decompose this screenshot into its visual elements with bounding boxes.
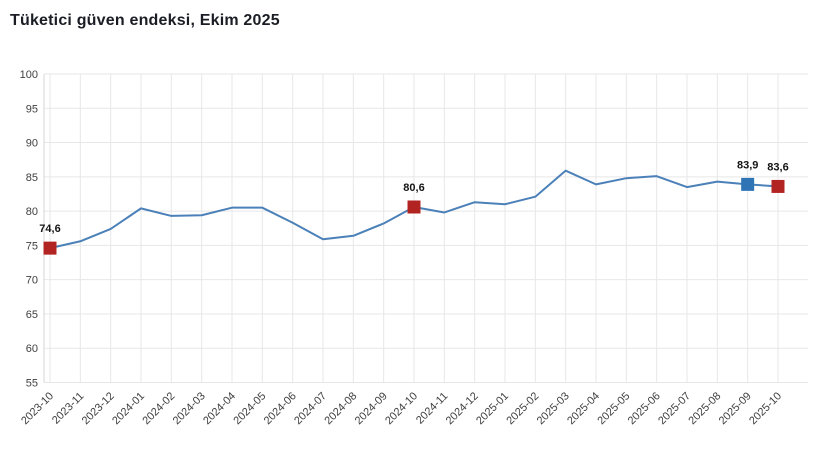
y-axis-tick-label: 60 [26, 343, 38, 355]
x-axis-tick-label: 2025-01 [474, 390, 511, 427]
x-axis-tick-label: 2024-06 [262, 390, 299, 427]
x-axis-tick-label: 2024-07 [292, 390, 329, 427]
x-axis-tick-label: 2024-04 [201, 390, 238, 427]
x-axis-tick-label: 2025-03 [535, 390, 572, 427]
data-point-label: 80,6 [403, 182, 424, 194]
y-axis-tick-label: 95 [26, 103, 38, 115]
y-axis-tick-label: 90 [26, 138, 38, 150]
x-axis-tick-label: 2024-02 [140, 390, 177, 427]
x-axis-tick-label: 2024-10 [383, 390, 420, 427]
data-point-marker[interactable] [741, 177, 755, 191]
data-point-marker[interactable] [43, 241, 57, 255]
x-axis-tick-label: 2024-03 [171, 390, 208, 427]
x-axis-tick-label: 2025-05 [595, 390, 632, 427]
x-axis-tick-label: 2024-01 [110, 390, 147, 427]
x-axis-tick-label: 2025-08 [686, 390, 723, 427]
x-axis-tick-label: 2025-06 [626, 390, 663, 427]
data-point-label: 74,6 [39, 223, 60, 235]
data-point-marker[interactable] [407, 200, 421, 214]
y-axis-tick-label: 85 [26, 172, 38, 184]
x-axis-tick-label: 2024-09 [353, 390, 390, 427]
chart-title: Tüketici güven endeksi, Ekim 2025 [10, 12, 280, 29]
data-point-label: 83,9 [737, 159, 758, 171]
x-axis-tick-label: 2024-08 [322, 390, 359, 427]
x-axis-tick-label: 2025-04 [565, 390, 602, 427]
y-axis-tick-label: 55 [26, 378, 38, 390]
data-point-label: 83,6 [767, 161, 788, 173]
y-axis-tick-label: 100 [20, 69, 38, 81]
y-axis-tick-label: 80 [26, 206, 38, 218]
x-axis-tick-label: 2024-05 [231, 390, 268, 427]
x-axis-tick-label: 2024-12 [444, 390, 481, 427]
x-axis-tick-label: 2025-02 [504, 390, 541, 427]
x-axis-tick-label: 2023-10 [19, 390, 56, 427]
x-axis-tick-label: 2025-10 [747, 390, 784, 427]
x-axis-tick-label: 2025-07 [656, 390, 693, 427]
x-axis-tick-label: 2025-09 [717, 390, 754, 427]
x-axis-tick-label: 2023-12 [80, 390, 117, 427]
y-axis-tick-label: 65 [26, 309, 38, 321]
y-axis-tick-label: 70 [26, 275, 38, 287]
data-point-marker[interactable] [771, 179, 785, 193]
y-axis-tick-label: 75 [26, 240, 38, 252]
